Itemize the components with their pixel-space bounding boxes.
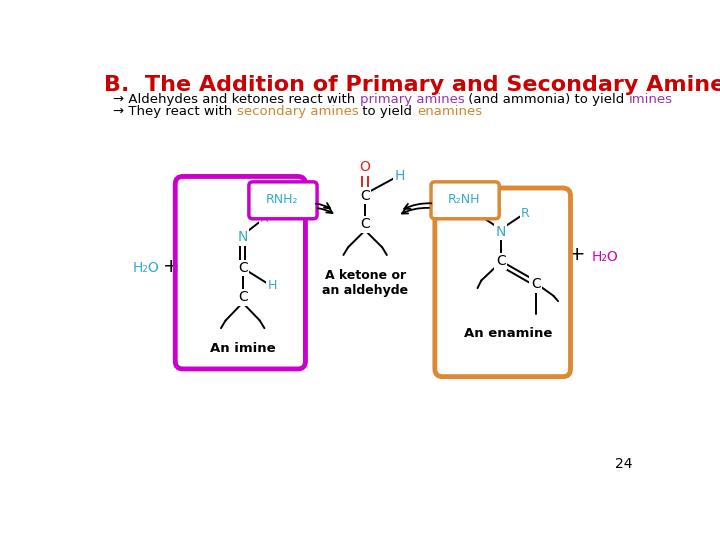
Text: enamines: enamines	[417, 105, 482, 118]
FancyBboxPatch shape	[249, 182, 317, 219]
Text: An imine: An imine	[210, 342, 276, 355]
Text: H: H	[267, 279, 276, 292]
Text: imines: imines	[629, 93, 673, 106]
Text: C: C	[238, 291, 248, 305]
Text: H: H	[395, 170, 405, 184]
Text: +: +	[163, 257, 179, 276]
Text: R: R	[472, 207, 480, 220]
Text: → They react with: → They react with	[113, 105, 237, 118]
Text: H₂O: H₂O	[132, 261, 159, 275]
Text: A ketone or
an aldehyde: A ketone or an aldehyde	[322, 269, 408, 297]
Text: C: C	[531, 277, 541, 291]
Text: C: C	[238, 261, 248, 275]
Text: C: C	[360, 217, 370, 231]
Text: +: +	[569, 246, 585, 265]
Text: N: N	[238, 230, 248, 244]
Text: 24: 24	[615, 457, 632, 471]
Text: R: R	[260, 212, 269, 225]
Text: C: C	[496, 254, 505, 268]
Text: C: C	[360, 188, 370, 202]
Text: R: R	[521, 207, 530, 220]
Text: → Aldehydes and ketones react with: → Aldehydes and ketones react with	[113, 93, 360, 106]
Text: R₂NH: R₂NH	[448, 193, 480, 206]
Text: to yield: to yield	[359, 105, 417, 118]
FancyBboxPatch shape	[431, 182, 499, 219]
Text: secondary amines: secondary amines	[237, 105, 359, 118]
Text: H₂O: H₂O	[592, 251, 618, 264]
Text: primary amines: primary amines	[360, 93, 464, 106]
Text: N: N	[495, 225, 506, 239]
Text: (and ammonia) to yield: (and ammonia) to yield	[464, 93, 629, 106]
Text: B.  The Addition of Primary and Secondary Amines: B. The Addition of Primary and Secondary…	[104, 75, 720, 95]
Text: O: O	[360, 160, 371, 174]
Text: An enamine: An enamine	[464, 327, 553, 340]
Text: RNH₂: RNH₂	[266, 193, 299, 206]
